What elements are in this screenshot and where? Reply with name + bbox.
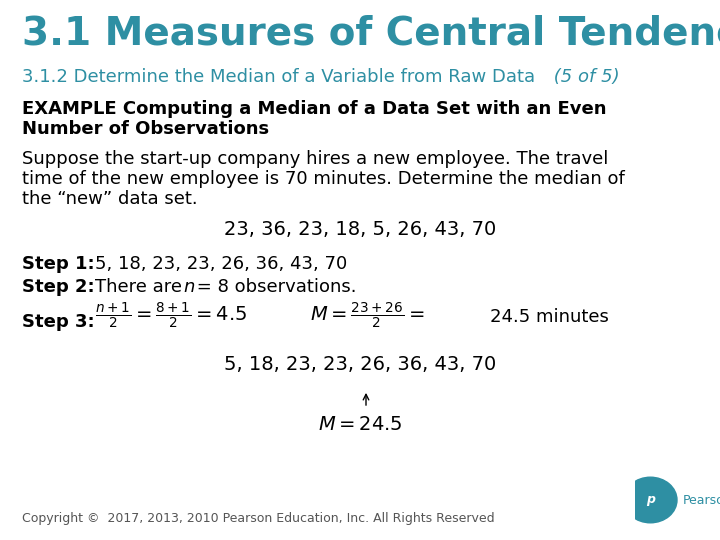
Text: $M = 24.5$: $M = 24.5$ xyxy=(318,415,402,434)
Text: n: n xyxy=(183,278,194,296)
Text: Step 3:: Step 3: xyxy=(22,313,94,331)
Text: $M=\frac{23+26}{2}=$: $M=\frac{23+26}{2}=$ xyxy=(310,301,425,331)
Text: There are: There are xyxy=(95,278,188,296)
Text: (5 of 5): (5 of 5) xyxy=(548,68,620,86)
Circle shape xyxy=(624,477,677,523)
Text: 5, 18, 23, 23, 26, 36, 43, 70: 5, 18, 23, 23, 26, 36, 43, 70 xyxy=(95,255,347,273)
Text: Suppose the start-up company hires a new employee. The travel: Suppose the start-up company hires a new… xyxy=(22,150,608,168)
Text: 23, 36, 23, 18, 5, 26, 43, 70: 23, 36, 23, 18, 5, 26, 43, 70 xyxy=(224,220,496,239)
Text: 5, 18, 23, 23, 26, 36, 43, 70: 5, 18, 23, 23, 26, 36, 43, 70 xyxy=(224,355,496,374)
Text: = 8 observations.: = 8 observations. xyxy=(191,278,356,296)
Text: time of the new employee is 70 minutes. Determine the median of: time of the new employee is 70 minutes. … xyxy=(22,170,625,188)
Text: p: p xyxy=(646,494,655,507)
Text: 24.5 minutes: 24.5 minutes xyxy=(490,308,609,326)
Text: the “new” data set.: the “new” data set. xyxy=(22,190,197,208)
Text: Step 2:: Step 2: xyxy=(22,278,94,296)
Text: Step 1:: Step 1: xyxy=(22,255,94,273)
Text: 3.1.2 Determine the Median of a Variable from Raw Data: 3.1.2 Determine the Median of a Variable… xyxy=(22,68,535,86)
Text: 3.1 Measures of Central Tendency: 3.1 Measures of Central Tendency xyxy=(22,15,720,53)
Text: Number of Observations: Number of Observations xyxy=(22,120,269,138)
Text: Pearson: Pearson xyxy=(683,494,720,507)
Text: $\frac{n+1}{2}=\frac{8+1}{2}=4.5$: $\frac{n+1}{2}=\frac{8+1}{2}=4.5$ xyxy=(95,301,247,331)
Text: Copyright ©  2017, 2013, 2010 Pearson Education, Inc. All Rights Reserved: Copyright © 2017, 2013, 2010 Pearson Edu… xyxy=(22,512,495,525)
Text: EXAMPLE Computing a Median of a Data Set with an Even: EXAMPLE Computing a Median of a Data Set… xyxy=(22,100,606,118)
